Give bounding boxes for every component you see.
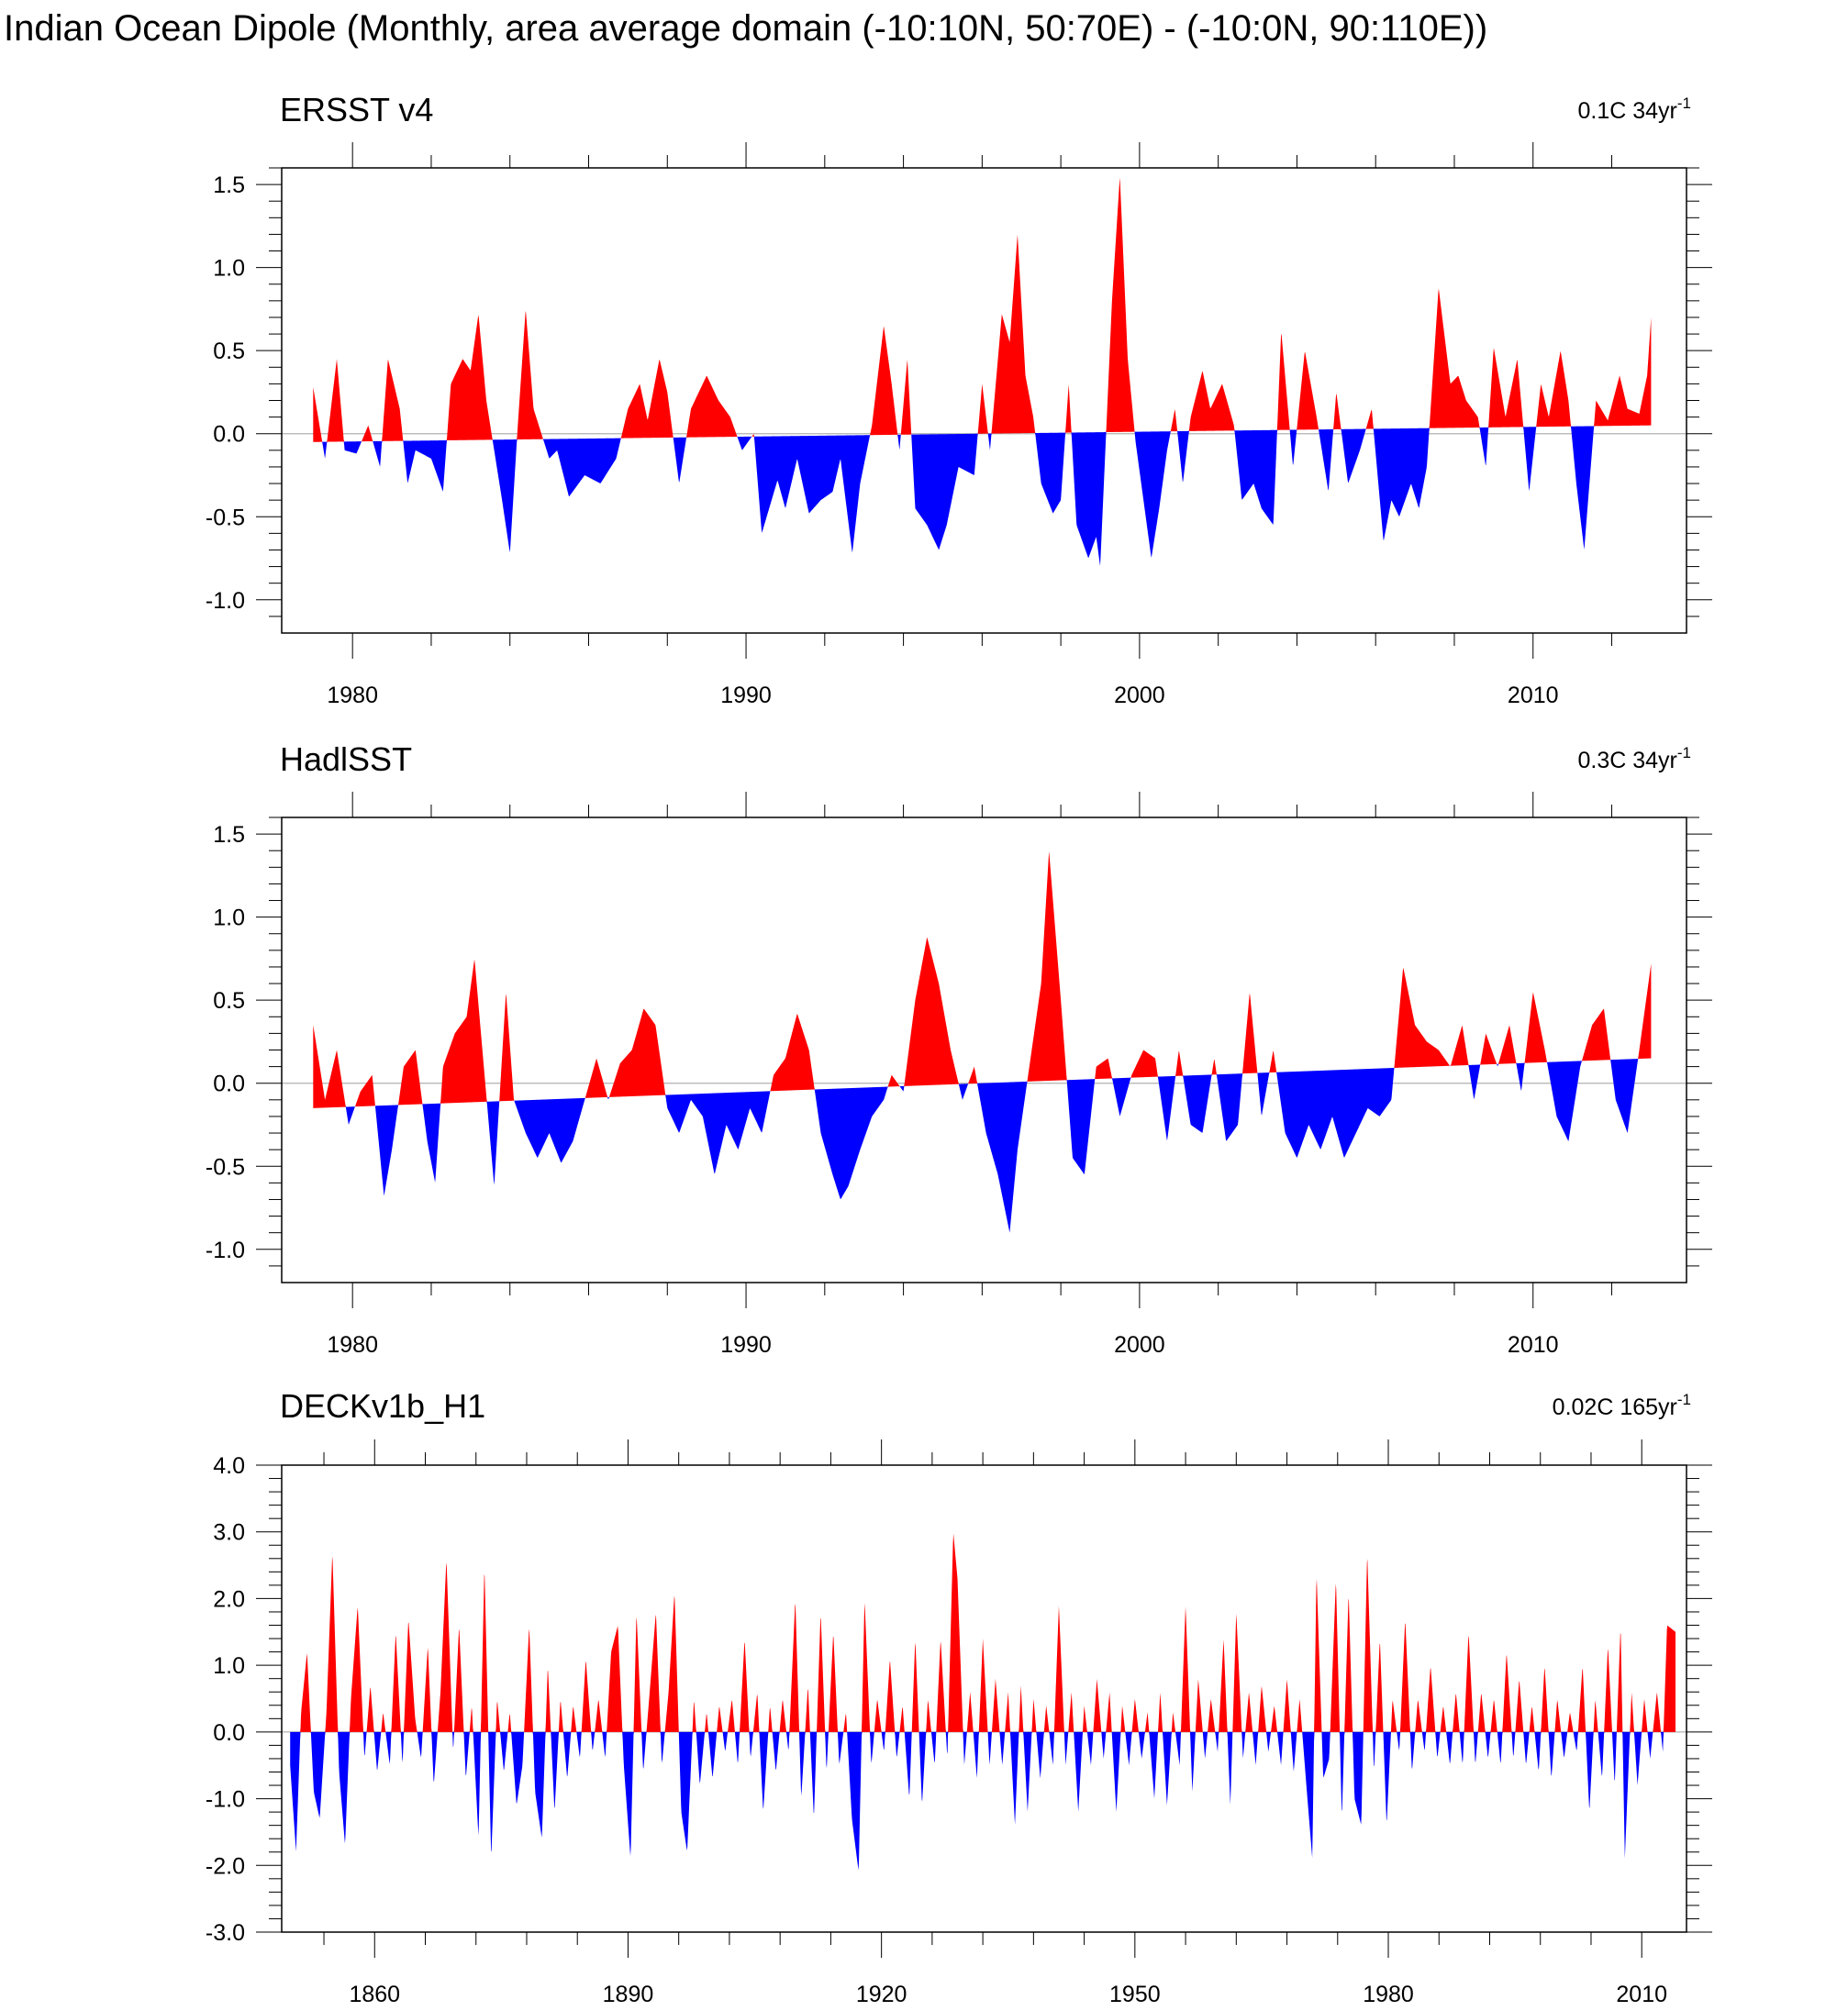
trend-label: 0.3C 34yr-1 — [1577, 744, 1691, 773]
y-tick-label: -0.5 — [206, 1154, 245, 1180]
x-tick-label: 1990 — [720, 683, 772, 708]
panel-title: ERSST v4 — [280, 91, 433, 128]
trend-label: 0.1C 34yr-1 — [1577, 94, 1691, 124]
x-tick-label: 1890 — [603, 1982, 654, 2007]
plot-frame — [281, 1464, 1687, 1933]
positive-anomaly-area — [313, 851, 1652, 1108]
x-tick-label: 1980 — [327, 1332, 378, 1358]
trend-text: 0.1C 34yr — [1577, 98, 1676, 124]
y-tick-label: -3.0 — [206, 1920, 245, 1946]
negative-anomaly-area — [313, 1058, 1652, 1233]
x-tick-label: 2010 — [1508, 683, 1559, 708]
y-tick-label: 0.0 — [213, 422, 245, 448]
y-tick-label: 1.5 — [213, 822, 245, 848]
x-tick-label: 1980 — [1363, 1982, 1414, 2007]
x-tick-label: 1990 — [720, 1332, 772, 1358]
x-tick-label: 1980 — [327, 683, 378, 708]
panel-title: HadlSST — [280, 740, 412, 778]
trend-label: 0.02C 165yr-1 — [1553, 1391, 1691, 1420]
y-tick-label: 2.0 — [213, 1586, 245, 1612]
y-tick-label: 0.0 — [213, 1720, 245, 1746]
y-tick-label: -1.0 — [206, 588, 245, 614]
panel-title: DECKv1b_H1 — [280, 1387, 485, 1425]
y-tick-label: 1.5 — [213, 172, 245, 198]
y-tick-label: 0.5 — [213, 339, 245, 364]
negative-anomaly-area — [313, 425, 1652, 566]
trend-superscript: -1 — [1677, 1391, 1691, 1408]
figure-title: Indian Ocean Dipole (Monthly, area avera… — [4, 8, 1487, 49]
plot-area: -3.0 -2.0 -1.0 0.0 1.0 2.0 3.0 4.0 1860 1890 1920 1… — [206, 1439, 1712, 2007]
x-tick-label: 2010 — [1616, 1982, 1667, 2007]
panel-deck: DECKv1b_H1 0.02C 165yr-1 -3.0 -2.0 -1.0 0.0… — [206, 1387, 1712, 2007]
trend-superscript: -1 — [1677, 744, 1691, 761]
x-tick-label: 1920 — [856, 1982, 907, 2007]
x-tick-label: 2000 — [1114, 1332, 1165, 1358]
x-tick-label: 2000 — [1114, 683, 1165, 708]
trend-text: 0.02C 165yr — [1553, 1394, 1677, 1420]
plot-area: -1.0 -0.5 0.0 0.5 1.0 1.5 1980 1990 2000 2010 — [206, 792, 1712, 1358]
x-tick-label: 1950 — [1109, 1982, 1161, 2007]
positive-anomaly-area — [290, 1533, 1676, 1732]
plot-frame — [281, 817, 1687, 1283]
y-tick-label: 4.0 — [213, 1453, 245, 1479]
y-tick-label: -1.0 — [206, 1787, 245, 1813]
plot-area: -1.0 -0.5 0.0 0.5 1.0 1.5 1980 1990 2000 2010 — [206, 142, 1712, 708]
y-tick-label: -1.0 — [206, 1238, 245, 1263]
panel-hadisst: HadlSST 0.3C 34yr-1 -1.0 -0.5 0.0 0.5 1.0 1.5… — [206, 740, 1712, 1358]
x-tick-label: 2010 — [1508, 1332, 1559, 1358]
negative-anomaly-area — [290, 1731, 1676, 1871]
y-tick-label: 1.0 — [213, 1653, 245, 1679]
y-tick-label: 3.0 — [213, 1520, 245, 1546]
panel-ersst: ERSST v4 0.1C 34yr-1 -1.0 -0.5 0.0 0.5 1.0 1.… — [206, 91, 1712, 708]
y-tick-label: 1.0 — [213, 906, 245, 931]
trend-text: 0.3C 34yr — [1577, 748, 1676, 773]
positive-anomaly-area — [313, 177, 1652, 442]
y-tick-label: -2.0 — [206, 1853, 245, 1879]
y-tick-label: -0.5 — [206, 505, 245, 530]
y-tick-label: 0.5 — [213, 988, 245, 1014]
y-tick-label: 1.0 — [213, 256, 245, 282]
trend-superscript: -1 — [1677, 94, 1691, 112]
y-tick-label: 0.0 — [213, 1072, 245, 1097]
x-tick-label: 1860 — [349, 1982, 400, 2007]
